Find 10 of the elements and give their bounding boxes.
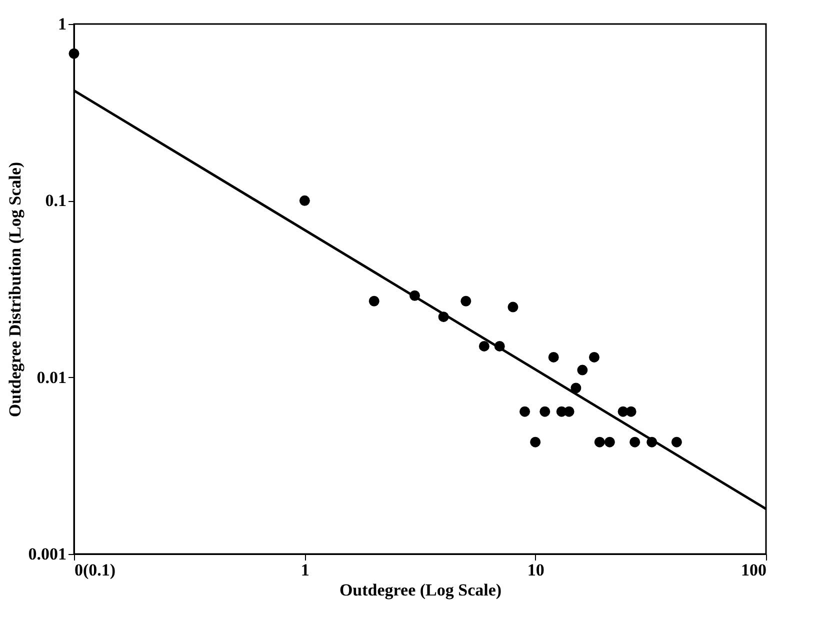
x-tick-label: 100 (741, 560, 766, 580)
y-tick-label: 0.1 (45, 191, 66, 210)
y-tick-label: 0.01 (36, 368, 66, 387)
x-tick-label: 0(0.1) (74, 560, 116, 580)
x-tick-label: 1 (300, 560, 310, 580)
y-tick-label: 0.001 (28, 544, 66, 564)
y-axis-title: Outdegree Distribution (Log Scale) (5, 162, 24, 418)
x-axis-title: Outdegree (Log Scale) (339, 580, 502, 600)
x-tick-label: 10 (527, 560, 544, 580)
y-tick-label: 1 (58, 14, 66, 34)
